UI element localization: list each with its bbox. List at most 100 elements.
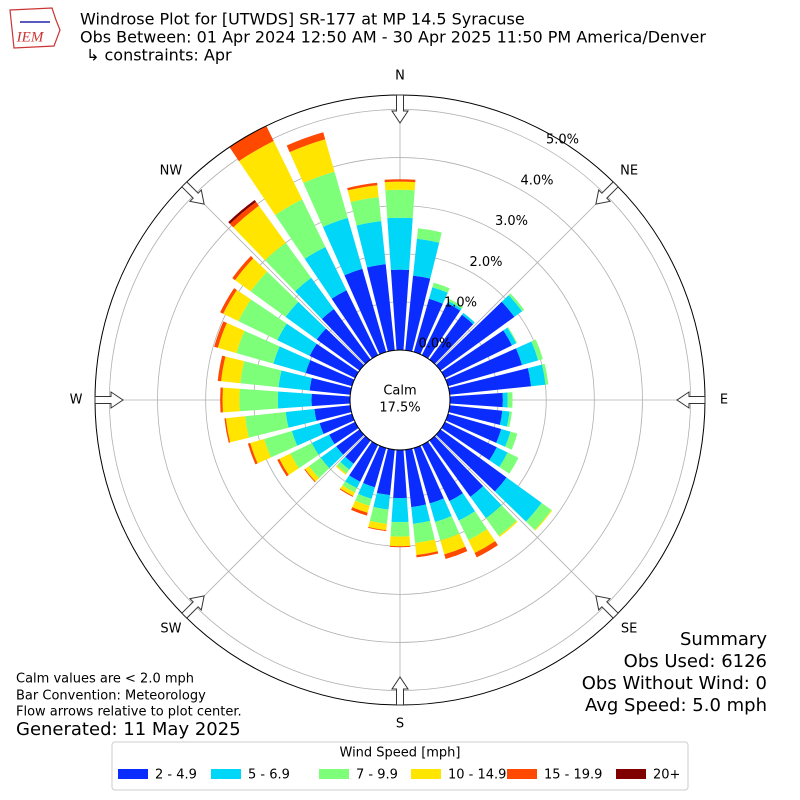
bar-segment: [440, 533, 466, 555]
bar-segment: [516, 341, 539, 365]
bar-segment: [461, 312, 475, 325]
direction-label: SW: [160, 622, 181, 637]
bar-segment: [534, 509, 553, 531]
bar-segment: [232, 255, 254, 281]
bar-segment: [448, 298, 463, 309]
bar-segment: [405, 275, 431, 352]
bar-segment: [393, 449, 407, 499]
bar-segment: [314, 405, 352, 421]
legend-swatch: [319, 769, 349, 779]
bar-segment: [531, 339, 543, 361]
bar-segment: [222, 387, 240, 413]
spoke: [435, 435, 616, 616]
bar-segment: [220, 387, 223, 413]
bar-segment: [413, 520, 435, 544]
bar-segment: [339, 488, 354, 497]
bar-segment: [527, 364, 546, 387]
bar-segment: [384, 179, 416, 183]
bar-segment: [389, 545, 411, 548]
legend-swatch: [211, 769, 241, 779]
flow-arrow: [676, 391, 706, 409]
summary: Obs Used: 6126: [624, 651, 767, 672]
bar-segment: [279, 453, 299, 476]
legend-swatch: [507, 769, 537, 779]
bar-segment: [449, 493, 476, 521]
legend-box: [111, 741, 689, 791]
bar-segment: [441, 421, 497, 461]
bar-segment: [223, 289, 251, 322]
bar-segment: [474, 541, 498, 558]
bar-segment: [435, 301, 515, 371]
bar-segment: [221, 356, 245, 384]
bar-segment: [220, 288, 237, 314]
logo-outline: [9, 7, 61, 49]
logo: IEM: [9, 7, 61, 49]
bar-segment: [275, 199, 326, 259]
flow-arrow: [181, 595, 205, 619]
bar-segment: [335, 465, 347, 475]
bar-segment: [238, 299, 287, 341]
bar-segment: [366, 264, 395, 352]
bar-segment: [238, 141, 303, 215]
flow-arrow: [595, 595, 619, 619]
direction-label: N: [395, 69, 405, 84]
bar-segment: [247, 442, 258, 465]
bar-segment: [458, 511, 488, 541]
bar-segment: [421, 441, 463, 502]
bar-segment: [429, 287, 448, 304]
bar-segment: [387, 217, 413, 270]
bar-segment: [225, 416, 249, 443]
bar-segment: [416, 228, 442, 243]
direction-label: NE: [620, 163, 638, 178]
bar-segment: [303, 171, 348, 227]
bar-segment: [508, 293, 525, 312]
legend-swatch: [118, 769, 148, 779]
calm-circle: [349, 349, 451, 451]
bar-segment: [441, 330, 512, 379]
direction-label: NW: [160, 163, 183, 178]
legend-swatch: [616, 769, 646, 779]
bar-segment: [507, 327, 518, 344]
bar-segment: [445, 413, 502, 443]
bar-segment: [319, 413, 355, 435]
bar-segment: [345, 435, 371, 464]
bar-segment: [320, 446, 344, 469]
bar-segment: [304, 246, 347, 299]
bar-segment: [336, 429, 365, 455]
direction-label: S: [396, 717, 404, 732]
bar-segment: [217, 322, 245, 354]
r-tick-label: 2.0%: [469, 255, 502, 270]
bar-segment: [416, 551, 439, 558]
direction-label: E: [720, 393, 728, 408]
flow-arrow: [595, 181, 619, 205]
bar-segment: [347, 185, 379, 203]
bar-segment: [309, 378, 352, 395]
bar-segment: [411, 504, 431, 524]
bar-segment: [277, 323, 317, 356]
summary: Summary: [680, 629, 767, 650]
legend-label: 10 - 14.9: [448, 768, 506, 783]
bar-segment: [499, 452, 519, 474]
bar-segment: [236, 330, 280, 364]
flow-arrow: [391, 676, 409, 706]
flow-arrow: [181, 181, 205, 205]
note: Flow arrows relative to plot center.: [16, 705, 242, 720]
bar-segment: [496, 429, 511, 447]
bar-segment: [290, 443, 319, 469]
bar-segment: [322, 217, 363, 276]
bar-segment: [435, 516, 460, 541]
spoke: [184, 435, 365, 616]
bar-segment: [429, 498, 452, 523]
bar-segment: [277, 391, 312, 409]
bar-segment: [239, 388, 279, 412]
bar-segment: [233, 205, 286, 261]
bar-segment: [229, 125, 274, 162]
bar-segment: [265, 242, 312, 292]
flow-arrow: [94, 391, 124, 409]
bar-segment: [448, 405, 503, 425]
bar-segment: [470, 486, 502, 519]
bar-segment: [347, 182, 378, 191]
bar-segment: [309, 343, 359, 379]
spoke: [435, 184, 616, 365]
bar-segment: [342, 481, 357, 493]
